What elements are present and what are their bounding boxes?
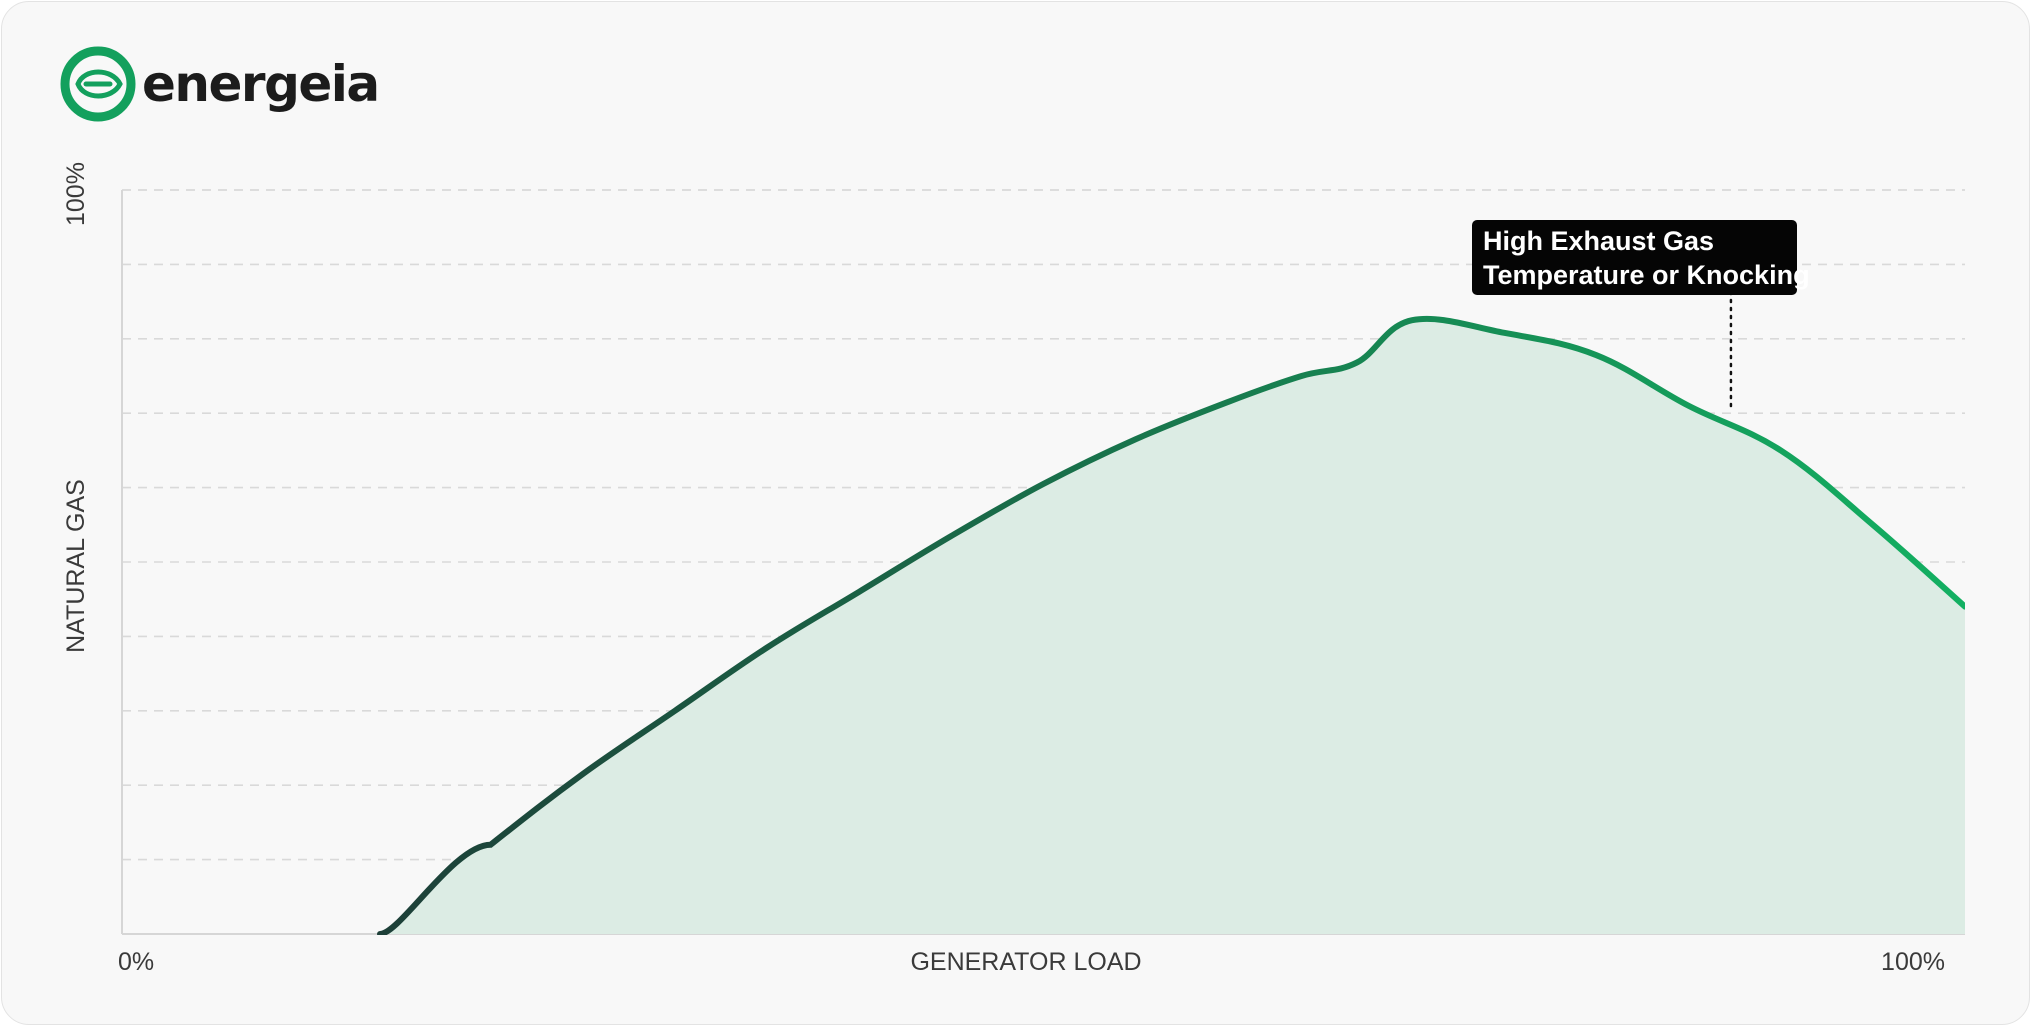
annotation-text-line-2: Temperature or Knocking xyxy=(1483,260,1810,290)
y-tick-100: 100% xyxy=(62,162,90,226)
annotation-text-line-1: High Exhaust Gas xyxy=(1483,226,1714,256)
leaf-e-icon xyxy=(60,46,136,122)
annotation-callout: High Exhaust Gas Temperature or Knocking xyxy=(1472,220,1810,295)
x-tick-0: 0% xyxy=(118,948,154,976)
brand-name: energeia xyxy=(142,55,380,113)
x-tick-100: 100% xyxy=(1881,948,1945,976)
y-axis-label: NATURAL GAS xyxy=(62,479,90,653)
area-fill xyxy=(380,318,1965,934)
series-line xyxy=(377,315,1965,935)
grid-lines xyxy=(122,189,1965,861)
x-axis-label: GENERATOR LOAD xyxy=(910,948,1141,976)
brand-logo: energeia xyxy=(60,46,380,122)
